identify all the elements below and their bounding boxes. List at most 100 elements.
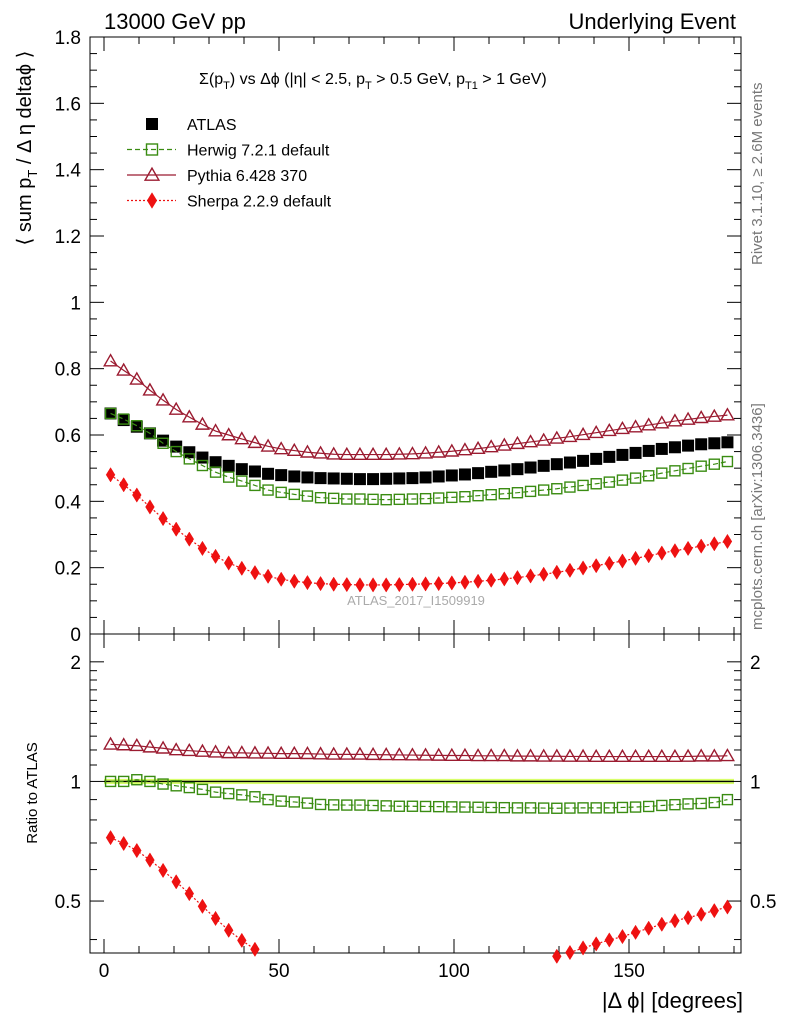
data-point (419, 471, 432, 484)
data-point (367, 473, 380, 486)
data-point (511, 463, 524, 476)
data-point (577, 479, 589, 492)
data-point (183, 453, 196, 465)
data-point (354, 493, 366, 505)
data-point (196, 451, 209, 464)
data-point (118, 835, 129, 852)
data-point (642, 800, 655, 813)
data-point (472, 489, 484, 502)
data-point (499, 571, 510, 587)
data-point (236, 475, 248, 487)
data-point (603, 450, 616, 463)
data-point (170, 445, 182, 458)
data-point (247, 434, 263, 449)
data-point (209, 786, 222, 798)
data-point (446, 801, 458, 813)
data-point (155, 392, 171, 406)
data-point (496, 437, 512, 451)
data-point (129, 371, 145, 385)
data-point (668, 441, 681, 454)
data-point (590, 452, 603, 465)
data-point (132, 842, 142, 859)
data-point (721, 455, 734, 468)
data-point (628, 748, 644, 763)
data-point (616, 448, 629, 461)
data-point (404, 446, 420, 460)
data-point (367, 799, 379, 812)
data-point (260, 438, 276, 452)
data-point (709, 902, 720, 919)
data-point (654, 415, 670, 429)
legend-marker (143, 166, 161, 181)
data-point (457, 442, 473, 456)
data-point (170, 780, 182, 792)
plot-title: Σ(pT) vs Δϕ (|η| < 2.5, pT > 0.5 GeV, pT… (199, 71, 547, 92)
data-point (380, 472, 393, 485)
x-axis-label: |Δ ϕ| [degrees] (602, 988, 743, 1013)
data-point (575, 748, 591, 762)
data-point (391, 446, 407, 460)
data-point (578, 940, 588, 956)
data-point (696, 538, 706, 554)
data-point (551, 802, 563, 814)
data-point (444, 747, 460, 761)
data-point (524, 802, 537, 814)
data-point (105, 830, 116, 846)
data-point (470, 748, 486, 762)
main-series-sherpa (105, 467, 733, 593)
data-point (104, 407, 117, 420)
data-point (262, 467, 275, 480)
data-point (551, 483, 563, 495)
data-point (419, 800, 432, 813)
data-point (262, 793, 274, 806)
legend-item: Herwig 7.2.1 default (127, 143, 330, 160)
ratio-band (104, 778, 734, 785)
title-sub-2: T (365, 80, 372, 92)
data-point (234, 431, 250, 445)
data-point (339, 746, 355, 760)
data-point (210, 910, 221, 927)
title-part-2: ) vs Δϕ (|η| < 2.5, p (230, 71, 365, 88)
data-point (630, 924, 641, 940)
data-point (222, 459, 235, 472)
main-series-atlas (104, 407, 734, 486)
data-point (669, 465, 681, 477)
data-point (458, 468, 471, 481)
data-point (380, 800, 392, 812)
data-point (367, 493, 379, 506)
data-point (577, 802, 589, 814)
data-point (341, 799, 353, 811)
data-point (643, 548, 654, 564)
data-point (368, 577, 378, 593)
ratio-y-tick-label: 2 (70, 653, 81, 674)
data-point (236, 789, 248, 801)
data-point (222, 471, 235, 483)
data-point (483, 748, 499, 762)
y-tick-label: 0.2 (55, 559, 81, 580)
data-point (168, 742, 184, 756)
data-point (117, 414, 130, 427)
data-point (630, 550, 641, 567)
y-tick-label: 1.2 (55, 227, 81, 248)
data-point (512, 569, 523, 586)
data-point (472, 801, 484, 813)
data-point (247, 745, 263, 759)
data-point (590, 802, 602, 814)
data-point (616, 801, 629, 814)
series-line (110, 743, 728, 758)
data-point (657, 545, 667, 561)
ratio-series-pythia (103, 736, 735, 763)
data-point (719, 748, 735, 762)
data-point (262, 484, 274, 496)
data-point (629, 472, 642, 484)
data-point (536, 432, 552, 446)
main-series-herwig (104, 407, 734, 506)
data-point (722, 533, 733, 550)
data-point (721, 436, 734, 449)
data-point (682, 462, 694, 475)
data-point (708, 437, 721, 450)
data-point (485, 489, 497, 501)
data-point (394, 576, 405, 593)
title-part-1: (p (209, 71, 223, 88)
data-point (459, 490, 471, 503)
